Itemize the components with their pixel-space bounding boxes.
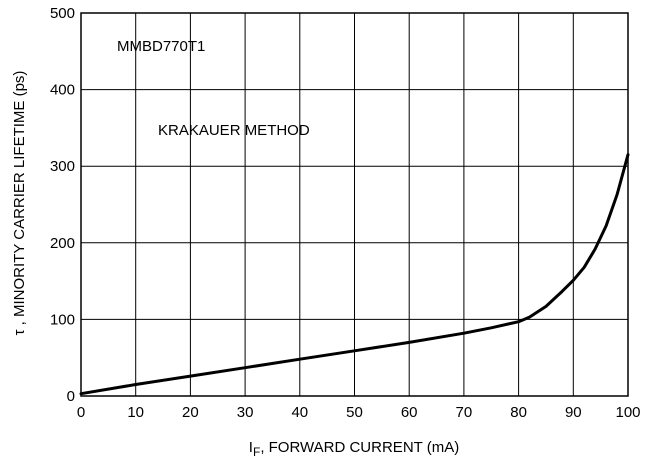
x-tick-label: 30 xyxy=(237,404,254,421)
y-tick-labels: 0 100 200 300 400 500 xyxy=(50,5,75,405)
series-line xyxy=(79,153,630,396)
y-tick-label: 200 xyxy=(50,235,75,252)
y-tick-label: 300 xyxy=(50,158,75,175)
annotation-part-number: MMBD770T1 xyxy=(117,38,205,55)
x-tick-label: 20 xyxy=(182,404,199,421)
x-tick-label: 10 xyxy=(127,404,144,421)
x-tick-label: 100 xyxy=(615,404,640,421)
x-axis-label-rest: , FORWARD CURRENT (mA) xyxy=(260,439,459,456)
y-tick-label: 100 xyxy=(50,311,75,328)
vertical-gridlines xyxy=(80,13,629,396)
x-tick-labels: 0 10 20 30 40 50 60 70 80 90 100 xyxy=(77,404,641,421)
x-tick-label: 70 xyxy=(456,404,473,421)
x-axis-label: IF, FORWARD CURRENT (mA) xyxy=(249,439,459,459)
y-tick-label: 500 xyxy=(50,5,75,22)
series-group xyxy=(79,153,630,396)
x-tick-label: 40 xyxy=(291,404,308,421)
x-tick-label: 50 xyxy=(346,404,363,421)
x-tick-label: 60 xyxy=(401,404,418,421)
x-axis-label-subscript: F xyxy=(253,445,260,459)
x-tick-label: 90 xyxy=(565,404,582,421)
x-tick-label: 80 xyxy=(510,404,527,421)
y-axis-label: τ , MINORITY CARRIER LIFETIME (ps) xyxy=(11,71,28,336)
x-tick-label: 0 xyxy=(77,404,85,421)
y-tick-label: 0 xyxy=(67,388,75,405)
plot-frame xyxy=(80,12,629,397)
y-tick-label: 400 xyxy=(50,82,75,99)
x-axis-label-main: I xyxy=(249,439,253,456)
annotation-method: KRAKAUER METHOD xyxy=(158,122,310,139)
